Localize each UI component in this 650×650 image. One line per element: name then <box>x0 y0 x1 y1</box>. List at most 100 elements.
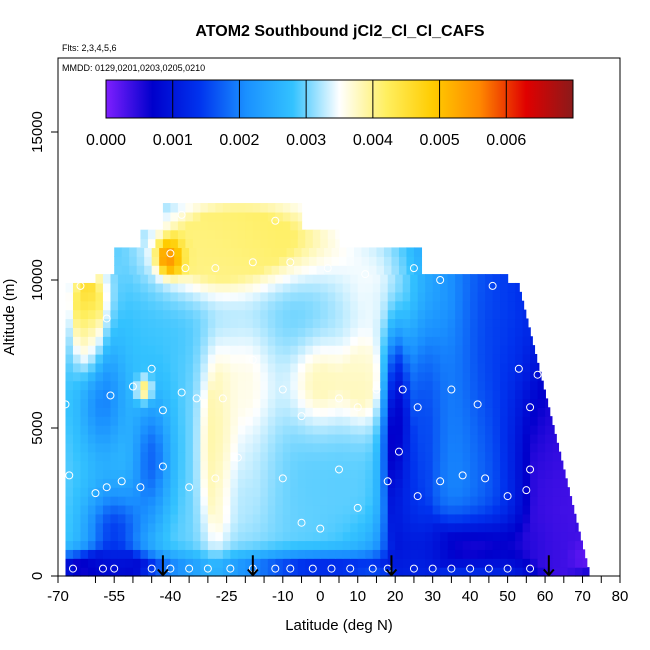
heatmap-cell <box>117 567 127 577</box>
heatmap-cell <box>230 282 239 293</box>
heatmap-cell <box>327 407 336 417</box>
heatmap-cell <box>545 407 551 417</box>
heatmap-cell <box>267 229 276 240</box>
heatmap-cell <box>432 380 441 391</box>
heatmap-cell <box>365 540 374 550</box>
heatmap-cell <box>455 567 464 577</box>
heatmap-cell <box>327 291 336 302</box>
heatmap-cell <box>230 318 239 328</box>
heatmap-cell <box>432 425 441 435</box>
heatmap-cell <box>177 407 186 417</box>
heatmap-cell <box>560 460 564 471</box>
heatmap-cell <box>515 567 524 577</box>
heatmap-cell <box>200 309 209 320</box>
heatmap-cell <box>155 345 164 355</box>
heatmap-cell <box>477 504 486 515</box>
heatmap-cell <box>417 442 426 453</box>
heatmap-cell <box>305 567 314 577</box>
heatmap-cell <box>215 354 224 364</box>
heatmap-cell <box>342 496 351 506</box>
colorbar-tick-label: 0.000 <box>86 132 126 149</box>
heatmap-cell <box>515 345 524 355</box>
observation-point <box>511 261 520 270</box>
heatmap-cell <box>425 540 434 550</box>
heatmap-cell <box>380 300 389 311</box>
profile-arrows <box>157 555 555 577</box>
heatmap-cell <box>470 345 479 355</box>
heatmap-cell <box>365 345 374 355</box>
heatmap-cell <box>530 504 539 515</box>
heatmap-cell <box>110 398 119 408</box>
heatmap-cell <box>515 433 524 444</box>
heatmap-cell <box>297 531 306 542</box>
heatmap-cell <box>125 327 134 337</box>
heatmap-cell <box>312 407 321 417</box>
heatmap-cell <box>507 531 516 542</box>
heatmap-cell <box>515 451 524 462</box>
heatmap-cell <box>117 478 127 488</box>
heatmap-cell <box>447 504 456 515</box>
heatmap-cell <box>162 354 171 364</box>
heatmap-cell <box>350 522 359 533</box>
heatmap-cell <box>447 327 456 337</box>
heatmap-cell <box>312 549 321 559</box>
observation-point <box>353 503 362 512</box>
heatmap-cell <box>372 291 381 302</box>
heatmap-cell <box>552 451 561 462</box>
heatmap-cell <box>365 309 374 320</box>
heatmap-cell <box>72 504 82 515</box>
heatmap-cell <box>500 389 509 399</box>
observation-point <box>185 483 194 492</box>
heatmap-cell <box>260 220 269 231</box>
heatmap-cell <box>297 220 303 231</box>
heatmap-cell <box>500 522 509 533</box>
arrow-marker <box>157 555 169 577</box>
heatmap-cell <box>252 274 261 284</box>
heatmap-cell <box>215 345 224 355</box>
heatmap-cell <box>470 487 479 497</box>
heatmap-cell <box>245 558 254 568</box>
heatmap-cell <box>170 540 179 550</box>
heatmap-cell <box>327 336 336 346</box>
heatmap-cell <box>286 265 295 275</box>
heatmap-cell <box>380 567 389 577</box>
heatmap-cell <box>185 211 194 222</box>
heatmap-cell <box>121 265 130 275</box>
observation-point <box>368 564 377 573</box>
heatmap-cell <box>95 531 104 542</box>
heatmap-cell <box>485 274 494 284</box>
heatmap-cell <box>110 504 119 515</box>
heatmap-cell <box>226 247 235 257</box>
heatmap-cell <box>537 496 546 506</box>
heatmap-cell <box>245 380 254 391</box>
heatmap-cell <box>147 522 157 533</box>
heatmap-cell <box>312 487 321 497</box>
heatmap-cell <box>395 504 404 515</box>
heatmap-cell <box>440 398 449 408</box>
heatmap-cell <box>140 345 149 355</box>
heatmap-cell <box>215 504 224 515</box>
heatmap-cell <box>102 416 112 426</box>
heatmap-cell <box>125 282 134 293</box>
heatmap-cell <box>395 469 404 479</box>
heatmap-cell <box>545 531 554 542</box>
heatmap-cell <box>552 504 561 515</box>
heatmap-cell <box>492 318 501 328</box>
heatmap-cell <box>507 336 516 346</box>
heatmap-cell <box>567 496 573 506</box>
heatmap-cell <box>477 309 486 320</box>
heatmap-cell <box>222 425 231 435</box>
heatmap-cell <box>215 469 224 479</box>
heatmap-cell <box>110 282 119 293</box>
heatmap-cell <box>147 433 157 444</box>
heatmap-cell <box>305 540 314 550</box>
heatmap-cell <box>447 487 456 497</box>
heatmap-cell <box>132 282 142 293</box>
heatmap-cell <box>335 309 344 320</box>
heatmap-cell <box>162 469 171 479</box>
heatmap-cell <box>132 442 142 453</box>
heatmap-cell <box>339 247 348 257</box>
heatmap-cell <box>320 362 329 373</box>
heatmap-cell <box>87 354 97 364</box>
heatmap-cell <box>477 460 486 471</box>
